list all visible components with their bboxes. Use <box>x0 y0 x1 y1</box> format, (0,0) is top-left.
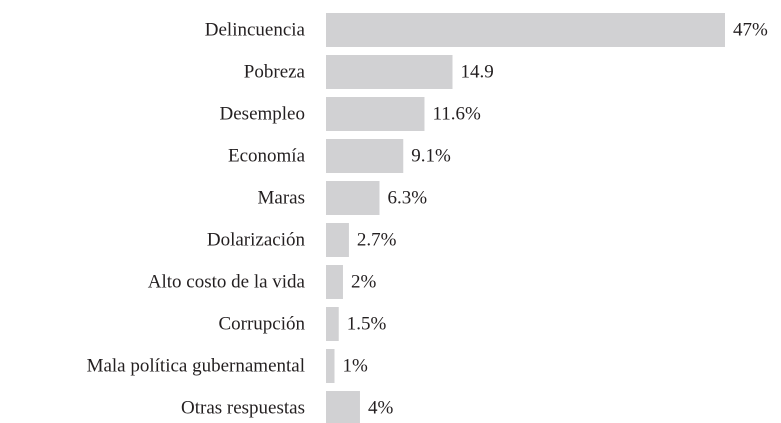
bar <box>326 181 380 215</box>
category-label: Corrupción <box>218 313 305 334</box>
bar <box>326 97 425 131</box>
bar <box>326 307 339 341</box>
category-label: Maras <box>258 187 305 208</box>
value-label: 4% <box>368 397 394 418</box>
bar <box>326 223 349 257</box>
bar <box>326 391 360 423</box>
value-label: 6.3% <box>387 187 427 208</box>
bar <box>326 265 343 299</box>
category-label: Pobreza <box>244 61 306 82</box>
value-label: 1% <box>342 355 368 376</box>
value-label: 11.6% <box>432 103 481 124</box>
value-label: 47% <box>733 19 768 40</box>
category-label: Economía <box>228 145 306 166</box>
category-label: Dolarización <box>207 229 306 250</box>
category-label: Mala política gubernamental <box>87 355 305 376</box>
value-label: 9.1% <box>411 145 451 166</box>
value-label: 1.5% <box>347 313 387 334</box>
category-label: Otras respuestas <box>181 397 305 418</box>
category-label: Delincuencia <box>205 19 306 40</box>
bar <box>326 139 404 173</box>
bar <box>326 349 335 383</box>
category-label: Desempleo <box>220 103 305 124</box>
bar <box>326 55 453 89</box>
value-label: 2% <box>351 271 377 292</box>
value-label: 14.9 <box>460 61 493 82</box>
category-label: Alto costo de la vida <box>148 271 306 292</box>
bar <box>326 13 725 47</box>
value-label: 2.7% <box>357 229 397 250</box>
